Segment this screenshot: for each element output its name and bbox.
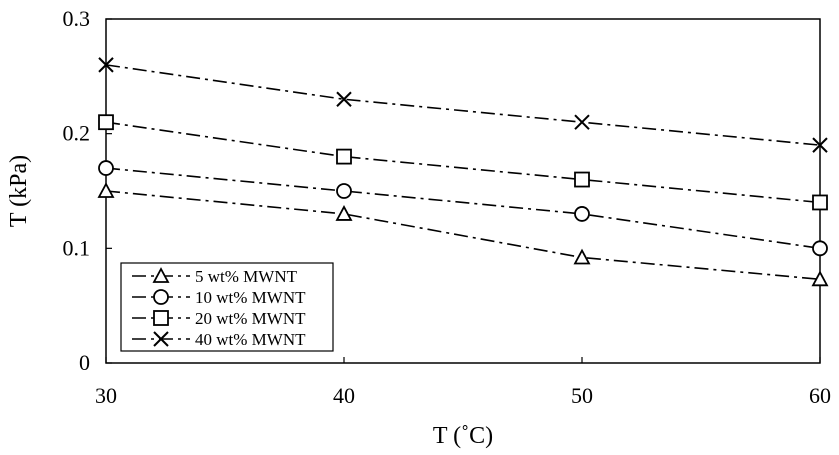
data-point	[98, 160, 114, 176]
series-layer	[97, 57, 829, 287]
data-point	[573, 248, 591, 265]
x-marker-stroke	[153, 331, 169, 347]
circle-marker	[574, 206, 590, 222]
legend-item: 10 wt% MWNT	[132, 288, 306, 307]
legend-marker	[153, 331, 169, 347]
series-circle	[98, 160, 828, 257]
x-marker-stroke	[98, 57, 114, 73]
legend-marker	[152, 267, 170, 283]
legend-label: 5 wt% MWNT	[195, 267, 298, 286]
ticks-layer: 30 40 50 60 0 0.1 0.2 0.3	[63, 6, 832, 408]
data-point	[336, 91, 352, 107]
data-point	[98, 57, 114, 73]
series-line	[105, 190, 821, 281]
x-tick-label: 60	[809, 383, 831, 408]
legend-label: 20 wt% MWNT	[195, 309, 306, 328]
data-point	[97, 182, 115, 198]
legend-item: 5 wt% MWNT	[132, 267, 298, 286]
triangle-marker	[811, 270, 829, 287]
x-tick-label: 30	[95, 383, 117, 408]
series-line	[105, 64, 821, 146]
y-tick-label: 0	[79, 350, 90, 375]
data-point	[574, 114, 590, 130]
triangle-marker	[97, 182, 115, 198]
legend-item: 20 wt% MWNT	[132, 309, 306, 328]
circle-marker	[153, 289, 169, 305]
square-marker	[153, 310, 169, 326]
x-tick-label: 50	[571, 383, 593, 408]
triangle-marker	[335, 205, 353, 221]
square-marker	[812, 194, 828, 211]
series-line	[105, 121, 821, 204]
circle-marker	[336, 183, 352, 199]
triangle-marker	[573, 248, 591, 265]
circle-marker	[98, 160, 114, 176]
data-point	[335, 205, 353, 221]
legend-item: 40 wt% MWNT	[132, 330, 306, 349]
data-point	[812, 194, 828, 211]
x-marker-stroke	[812, 137, 828, 153]
legend-label: 40 wt% MWNT	[195, 330, 306, 349]
square-marker	[98, 114, 114, 131]
x-tick-label: 40	[333, 383, 355, 408]
triangle-marker	[152, 267, 170, 283]
data-point	[336, 183, 352, 199]
square-marker	[336, 148, 352, 165]
y-tick-label: 0.3	[63, 6, 91, 31]
series-x	[98, 57, 828, 153]
series-triangle	[97, 182, 829, 287]
x-marker-stroke	[336, 91, 352, 107]
legend-label: 10 wt% MWNT	[195, 288, 306, 307]
data-point	[811, 270, 829, 287]
legend-marker	[153, 310, 169, 326]
y-tick-label: 0.1	[63, 235, 91, 260]
y-tick-label: 0.2	[63, 121, 91, 146]
x-marker-stroke	[574, 114, 590, 130]
data-point	[574, 171, 590, 188]
legend: 5 wt% MWNT 10 wt% MWNT 20 wt% MWNT 40 wt% M…	[120, 262, 334, 352]
series-square	[98, 114, 828, 211]
data-point	[336, 148, 352, 165]
data-point	[98, 114, 114, 131]
y-axis-title: T (kPa)	[6, 155, 32, 227]
data-point	[812, 137, 828, 153]
series-line	[105, 167, 821, 250]
x-axis-title: T (˚C)	[433, 423, 493, 449]
circle-marker	[812, 240, 828, 257]
data-point	[812, 240, 828, 257]
square-marker	[574, 171, 590, 188]
data-point	[574, 206, 590, 222]
legend-marker	[153, 289, 169, 305]
